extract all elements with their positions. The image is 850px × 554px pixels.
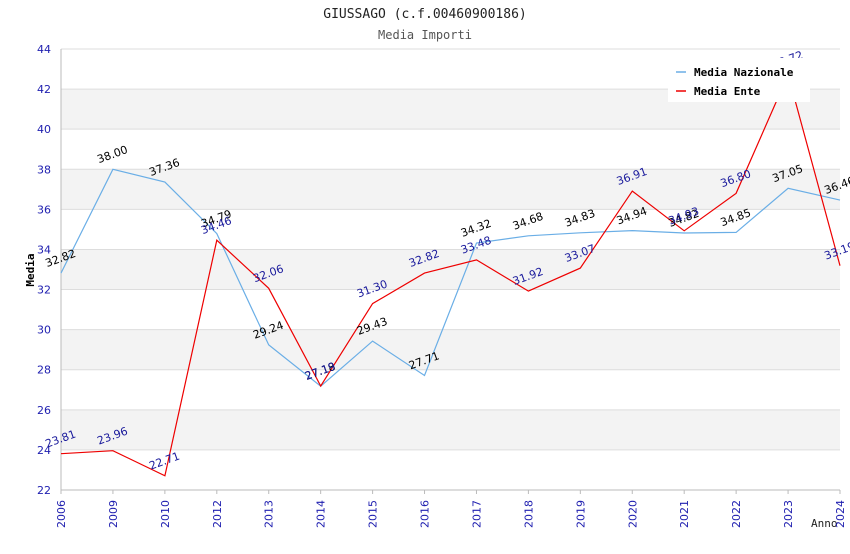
data-label-nazionale: 34.68 — [511, 210, 545, 233]
y-tick-label: 30 — [37, 324, 51, 337]
legend-box — [668, 58, 810, 102]
series-line-media-ente — [60, 72, 841, 477]
x-tick-label: 2009 — [107, 500, 120, 528]
data-label-ente: 22.71 — [147, 450, 181, 473]
x-tick-label: 2018 — [522, 500, 535, 528]
y-tick-label: 40 — [37, 123, 51, 136]
x-tick-label: 2015 — [367, 500, 380, 528]
y-tick-label: 22 — [37, 484, 51, 497]
grid-band — [61, 169, 840, 210]
y-tick-label: 28 — [37, 364, 51, 377]
x-tick-label: 2014 — [315, 500, 328, 528]
x-tick-label: 2023 — [782, 500, 795, 528]
grid-band — [61, 409, 840, 450]
y-tick-label: 38 — [37, 163, 51, 176]
y-tick-label: 34 — [37, 243, 51, 256]
y-tick-label: 24 — [37, 444, 51, 457]
x-axis-label: Anno — [811, 517, 838, 530]
y-tick-label: 36 — [37, 203, 51, 216]
y-tick-label: 44 — [37, 43, 51, 56]
series-lines — [60, 72, 841, 477]
x-tick-label: 2024 — [834, 500, 847, 528]
legend-entry: Media Ente — [694, 85, 761, 98]
x-tick-label: 2019 — [574, 500, 587, 528]
chart-subtitle: Media Importi — [378, 28, 472, 42]
y-tick-label: 32 — [37, 284, 51, 297]
chart-title: GIUSSAGO (c.f.00460900186) — [323, 7, 527, 22]
grid-band — [61, 329, 840, 370]
y-axis-label: Media — [24, 253, 37, 286]
y-tick-label: 42 — [37, 83, 51, 96]
x-tick-label: 2022 — [730, 500, 743, 528]
x-tick-label: 2016 — [419, 500, 432, 528]
data-label-ente: 33.19 — [823, 240, 850, 263]
y-tick-label: 26 — [37, 404, 51, 417]
legend-entry: Media Nazionale — [694, 66, 794, 79]
x-tick-label: 2020 — [626, 500, 639, 528]
x-tick-labels: 2006 2009 2010 2012 2013 2014 2015 2016 2017 2018… — [55, 490, 847, 528]
x-tick-label: 2006 — [55, 500, 68, 528]
data-label-nazionale: 34.83 — [563, 207, 597, 230]
grid-bands — [61, 89, 840, 450]
x-tick-label: 2010 — [159, 500, 172, 528]
x-tick-label: 2017 — [470, 500, 483, 528]
x-tick-label: 2012 — [211, 500, 224, 528]
y-tick-labels: 22 24 26 28 30 32 34 36 38 40 42 44 — [37, 43, 51, 497]
legend: Media Nazionale Media Ente — [668, 58, 810, 102]
x-tick-label: 2013 — [263, 500, 276, 528]
series-line-media-nazionale — [60, 168, 841, 387]
axes — [60, 49, 840, 491]
data-label-nazionale: 38.00 — [96, 143, 130, 166]
x-tick-label: 2021 — [678, 500, 691, 528]
grid-band — [61, 249, 840, 290]
